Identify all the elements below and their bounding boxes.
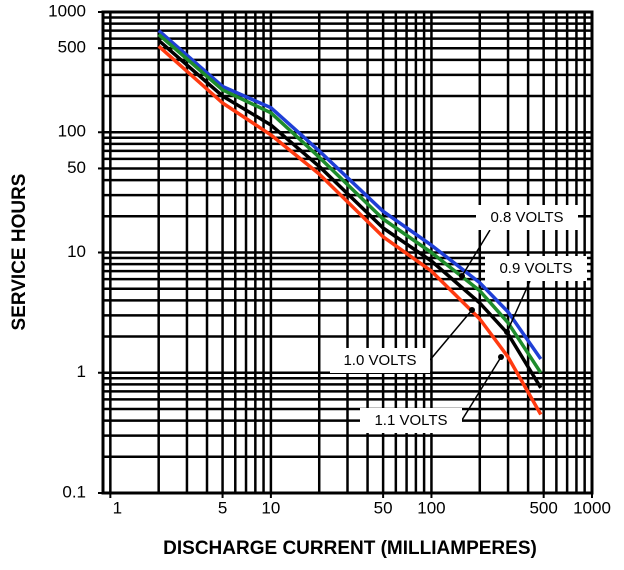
callout-arrow-head	[459, 273, 465, 279]
y-tick-label: 1000	[48, 1, 86, 20]
callout-arrow-head	[469, 307, 475, 313]
series-line	[157, 39, 543, 389]
x-tick-label: 100	[417, 498, 445, 517]
x-axis-title: DISCHARGE CURRENT (MILLIAMPERES)	[163, 538, 537, 559]
callout-box	[476, 205, 578, 230]
series-line	[157, 33, 543, 374]
x-tick-label: 5	[218, 498, 227, 517]
y-tick-label: 50	[67, 158, 86, 177]
y-tick-label: 500	[58, 38, 86, 57]
series-line	[157, 29, 543, 360]
legend-label: 0.9 VOLTS	[499, 260, 572, 277]
callout-arrow	[461, 356, 502, 421]
legend-label: 0.8 VOLTS	[490, 209, 563, 226]
callout-arrow	[506, 280, 531, 333]
y-tick-label: 100	[58, 122, 86, 141]
callout-arrow	[461, 229, 491, 277]
y-tick-label: 10	[67, 242, 86, 261]
callout-box	[330, 348, 430, 373]
y-tick-label: 1	[77, 362, 86, 381]
x-tick-label: 1000	[573, 498, 611, 517]
callout-box	[485, 256, 587, 281]
callout-arrow	[429, 309, 473, 361]
callout-box	[360, 408, 462, 433]
series-line	[157, 44, 543, 416]
x-tick-label: 10	[261, 498, 280, 517]
x-tick-label: 1	[113, 498, 122, 517]
y-axis-title: SERVICE HOURS	[9, 174, 30, 331]
callout-arrow-head	[498, 354, 504, 360]
y-tick-label: 0.1	[62, 482, 86, 501]
callout-arrow-head	[504, 329, 510, 335]
legend-label: 1.0 VOLTS	[343, 352, 416, 369]
x-tick-label: 500	[529, 498, 557, 517]
x-tick-label: 50	[374, 498, 393, 517]
legend-label: 1.1 VOLTS	[374, 412, 447, 429]
